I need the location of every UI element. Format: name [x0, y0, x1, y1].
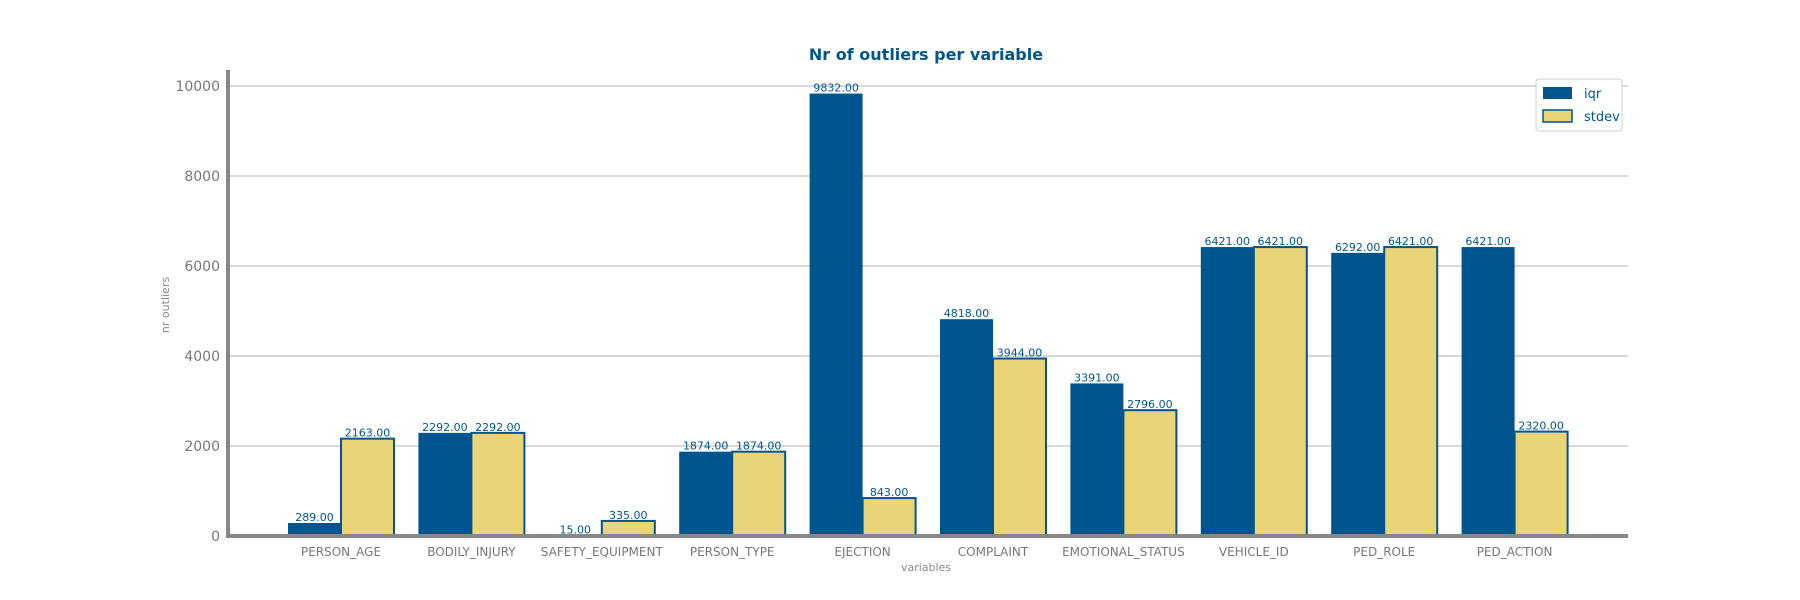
y-tick-labels: 0 2000 4000 6000 8000 10000 — [175, 79, 220, 545]
bar-stdev-bodily-injury — [470, 431, 526, 537]
data-label: 6421.00 — [1258, 235, 1304, 248]
bar-iqr-ped-action — [1461, 247, 1515, 536]
y-axis-label: nr outliers — [159, 277, 172, 333]
x-tick-label: PED_ROLE — [1353, 545, 1415, 559]
data-label: 6421.00 — [1465, 235, 1511, 248]
y-tick-label: 10000 — [175, 79, 220, 95]
data-label: 9832.00 — [813, 82, 859, 95]
x-tick-label: PERSON_AGE — [301, 545, 381, 559]
data-label: 3944.00 — [997, 347, 1043, 360]
bar-stdev-ped-action — [1513, 430, 1569, 538]
bar-stdev-person-type — [731, 450, 787, 538]
data-labels: 289.00 2163.00 2292.00 2292.00 15.00 335.00 18… — [295, 82, 1564, 537]
bar-stdev-complaint — [992, 357, 1047, 537]
bar-iqr-vehicle-id — [1200, 247, 1254, 536]
bar-iqr-complaint — [940, 319, 993, 536]
bar-stdev-emotional-status — [1122, 409, 1178, 537]
data-label: 289.00 — [295, 511, 334, 524]
legend-swatch-stdev — [1542, 109, 1573, 123]
data-label: 2320.00 — [1518, 420, 1564, 433]
data-label: 2163.00 — [345, 427, 391, 440]
data-label: 2292.00 — [422, 421, 468, 434]
data-label: 2796.00 — [1127, 398, 1173, 411]
bars — [288, 93, 1569, 538]
data-label: 1874.00 — [736, 440, 782, 453]
y-tick-label: 0 — [211, 529, 220, 545]
x-tick-labels: PERSON_AGE BODILY_INJURY SAFETY_EQUIPMENT P… — [301, 545, 1553, 559]
bar-stdev-ejection — [861, 497, 917, 538]
y-tick-label: 2000 — [184, 439, 220, 455]
legend-label-iqr: iqr — [1584, 87, 1602, 102]
axes — [226, 70, 1628, 538]
data-label: 6421.00 — [1388, 235, 1434, 248]
data-label: 4818.00 — [944, 307, 990, 320]
y-tick-label: 8000 — [184, 169, 220, 185]
bar-iqr-person-type — [679, 451, 733, 536]
legend: iqr stdev — [1535, 78, 1623, 132]
bar-iqr-emotional-status — [1070, 383, 1124, 536]
bar-stdev-safety-equipment — [600, 519, 656, 537]
legend-label-stdev: stdev — [1584, 110, 1620, 125]
bar-iqr-person-age — [288, 522, 341, 536]
y-tick-label: 6000 — [184, 259, 220, 275]
data-label: 6292.00 — [1335, 241, 1381, 254]
bar-iqr-bodily-injury — [418, 432, 472, 536]
bar-stdev-ped-role — [1383, 246, 1439, 537]
x-tick-label: EMOTIONAL_STATUS — [1062, 545, 1185, 559]
data-label: 15.00 — [560, 523, 592, 536]
x-tick-label: SAFETY_EQUIPMENT — [541, 545, 664, 559]
bar-stdev-vehicle-id — [1252, 246, 1308, 537]
x-tick-label: COMPLAINT — [958, 545, 1029, 559]
data-label: 6421.00 — [1205, 235, 1251, 248]
legend-swatch-iqr — [1543, 87, 1572, 99]
x-tick-label: PERSON_TYPE — [690, 545, 775, 559]
chart-title: Nr of outliers per variable — [809, 45, 1043, 64]
data-label: 843.00 — [870, 486, 909, 499]
x-tick-label: EJECTION — [834, 545, 890, 559]
bar-iqr-ped-role — [1331, 252, 1385, 537]
bar-stdev-person-age — [340, 437, 395, 538]
x-tick-label: VEHICLE_ID — [1219, 545, 1289, 559]
data-label: 335.00 — [609, 509, 648, 522]
data-label: 3391.00 — [1074, 371, 1120, 384]
bar-iqr-ejection — [809, 93, 863, 536]
x-tick-label: BODILY_INJURY — [427, 545, 516, 559]
x-axis-label: variables — [901, 561, 951, 574]
y-tick-label: 4000 — [184, 349, 220, 365]
data-label: 2292.00 — [475, 421, 521, 434]
data-label: 1874.00 — [683, 440, 729, 453]
x-tick-label: PED_ACTION — [1477, 545, 1553, 559]
